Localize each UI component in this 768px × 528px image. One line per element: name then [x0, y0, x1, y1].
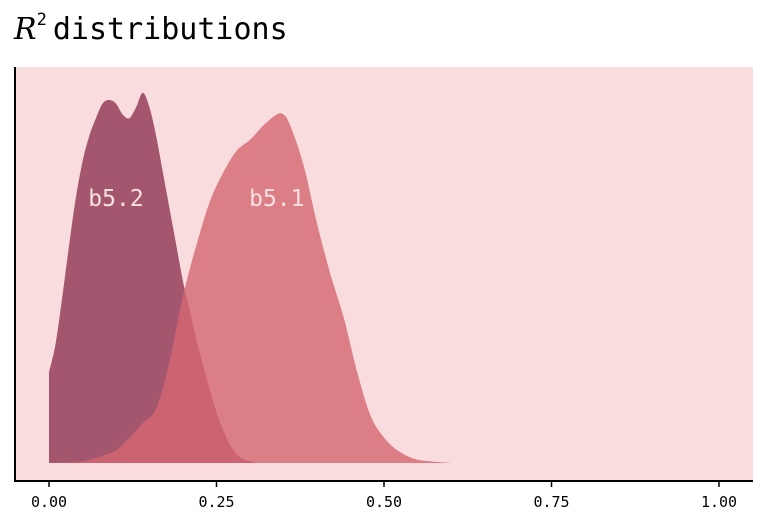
x-tick-label: 0.50	[366, 493, 402, 511]
density-area-b5-1	[49, 113, 451, 463]
tick-layer: 0.00 0.25 0.50 0.75 1.00	[31, 481, 737, 511]
title-superscript: 2	[36, 10, 47, 30]
x-tick-label: 0.00	[31, 493, 67, 511]
density-area-b5-2	[49, 92, 257, 463]
title-text: distributions	[52, 12, 288, 47]
x-tick-label: 0.75	[533, 493, 569, 511]
series-layer	[49, 92, 451, 463]
x-tick-label: 0.25	[198, 493, 234, 511]
title-symbol: R	[14, 12, 37, 47]
series-label-b5-2: b5.2	[88, 186, 143, 212]
chart-title: R2 distributions	[14, 10, 288, 47]
series-label-b5-1: b5.1	[249, 186, 304, 212]
x-tick-label: 1.00	[701, 493, 737, 511]
label-layer: b5.2 b5.1	[88, 186, 304, 212]
